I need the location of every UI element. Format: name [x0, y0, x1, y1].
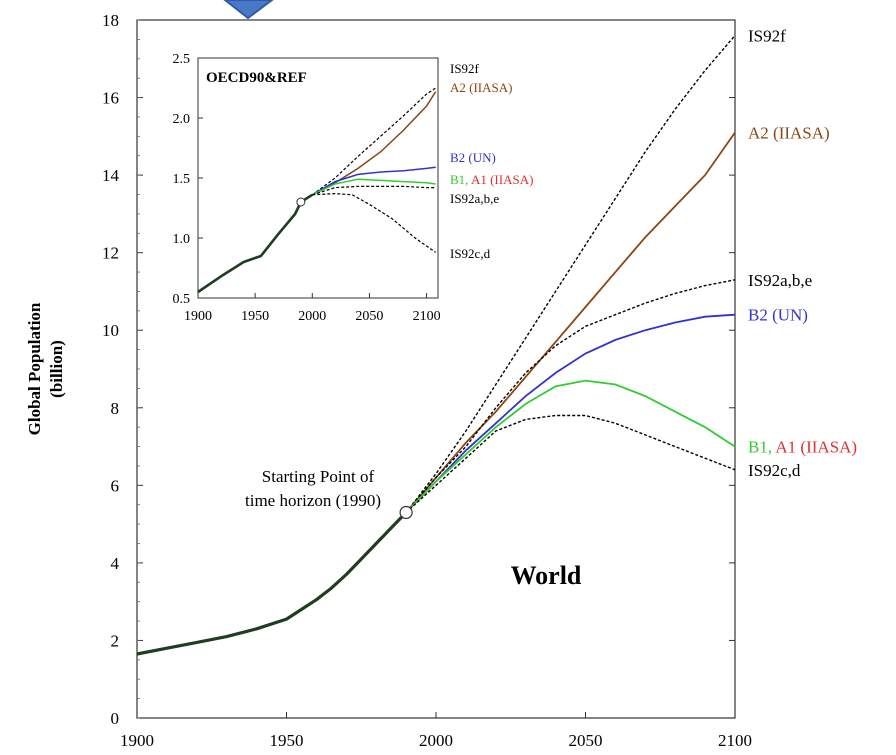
- inset-series-label-is92f: IS92f: [450, 61, 480, 76]
- inset-series-line-is92f: [311, 87, 437, 196]
- inset-x-tick-label: 1900: [184, 309, 212, 324]
- series-label-b2-un: B2 (UN): [748, 306, 808, 325]
- main-y-tick-label: 16: [102, 89, 119, 108]
- inset-x-axis: 1900 1950 2000 2050 2100: [184, 293, 441, 324]
- series-line-is92a-b-e: [405, 279, 736, 513]
- main-x-axis: 1900 1950 2000 2050 2100: [120, 712, 752, 750]
- main-x-tick-label: 1950: [270, 731, 304, 750]
- annotation-line-2: time horizon (1990): [245, 491, 381, 510]
- inset-frame: [197, 57, 439, 299]
- main-x-tick-label: 2100: [718, 731, 752, 750]
- main-y-tick-label: 12: [102, 244, 119, 263]
- inset-x-tick-label: 1950: [241, 309, 269, 324]
- main-y-tick-label: 4: [111, 554, 120, 573]
- inset-series-line-is92a-b-e: [312, 185, 436, 196]
- main-x-tick-label: 2050: [569, 731, 603, 750]
- main-y-tick-label: 14: [102, 166, 120, 185]
- inset-x-tick-label: 2100: [413, 309, 441, 324]
- historical-line: [136, 511, 408, 656]
- inset-series-labels: IS92f A2 (IIASA) B2 (UN) B1, A1 (IIASA) IS92…: [450, 61, 533, 261]
- inset-x-tick-label: 2050: [355, 309, 383, 324]
- main-x-tick-label: 2000: [419, 731, 453, 750]
- inset-series-label-a2-iiasa: A2 (IIASA): [450, 80, 512, 95]
- main-y-tick-label: 0: [111, 709, 120, 728]
- inset-y-tick-label: 2.0: [173, 112, 191, 127]
- inset-y-tick-label: 2.5: [173, 52, 191, 67]
- inset-series-label-is92c-d: IS92c,d: [450, 246, 491, 261]
- down-triangle-icon: [223, 0, 274, 20]
- inset-y-tick-label: 0.5: [173, 292, 191, 307]
- inset-series-line-b1-a1-iiasa: [311, 178, 436, 196]
- series-line-b1-a1-iiasa: [405, 379, 736, 514]
- series-label-b1-a1-iiasa: B1, A1 (IIASA): [748, 438, 857, 457]
- main-y-tick-label: 10: [102, 321, 119, 340]
- main-x-tick-label: 1900: [120, 731, 154, 750]
- main-y-tick-label: 6: [111, 476, 120, 495]
- main-y-axis: 0 2 4 6 8 10 12 14 16 18: [102, 11, 735, 728]
- inset-series-label-is92a-b-e: IS92a,b,e: [450, 191, 499, 206]
- inset-series-group: [197, 87, 437, 294]
- start-point-marker: [399, 505, 413, 520]
- inset-series-line-a2-iiasa: [311, 91, 437, 196]
- inset-y-tick-label: 1.0: [173, 232, 191, 247]
- inset-y-axis: 0.5 1.0 1.5 2.0 2.5: [173, 52, 203, 307]
- inset-title: OECD90&REF: [206, 70, 307, 86]
- series-label-is92a-b-e: IS92a,b,e: [748, 271, 812, 290]
- series-label-is92f: IS92f: [748, 27, 786, 46]
- main-y-tick-label: 8: [111, 399, 120, 418]
- y-axis-label-line2: (billion): [47, 340, 66, 398]
- inset-start-point-marker: [296, 197, 306, 207]
- series-line-b2-un: [405, 313, 736, 514]
- series-label-a2-iiasa: A2 (IIASA): [748, 123, 830, 142]
- inset-x-tick-label: 2000: [298, 309, 326, 324]
- series-line-a2-iiasa: [405, 131, 736, 514]
- inset-series-label-b2-un: B2 (UN): [450, 150, 496, 165]
- y-axis-label-line1: Global Population: [25, 302, 44, 435]
- inset-plot-area: 0.5 1.0 1.5 2.0 2.5 1900 1950 2000 2050 2100 IS9…: [173, 52, 534, 324]
- main-y-tick-label: 18: [102, 11, 119, 30]
- series-label-is92c-d: IS92c,d: [748, 461, 801, 480]
- inset-y-tick-label: 1.5: [173, 172, 191, 187]
- annotation-line-1: Starting Point of: [262, 467, 375, 486]
- chart-title: World: [511, 561, 582, 590]
- main-series-labels: IS92f A2 (IIASA) IS92a,b,e B2 (UN) B1, A1 (I…: [748, 27, 857, 480]
- main-plot-area: 0 2 4 6 8 10 12 14 16 18 1900 1950 2000 2050 2100 IS9…: [102, 11, 857, 750]
- main-series-group: [136, 35, 736, 656]
- series-line-is92f: [405, 35, 736, 513]
- main-y-tick-label: 2: [111, 631, 120, 650]
- inset-series-label-b1-a1-iiasa: B1, A1 (IIASA): [450, 172, 533, 187]
- inset-series-line-b2-un: [311, 166, 436, 196]
- inset-series-line-is92c-d: [312, 192, 437, 253]
